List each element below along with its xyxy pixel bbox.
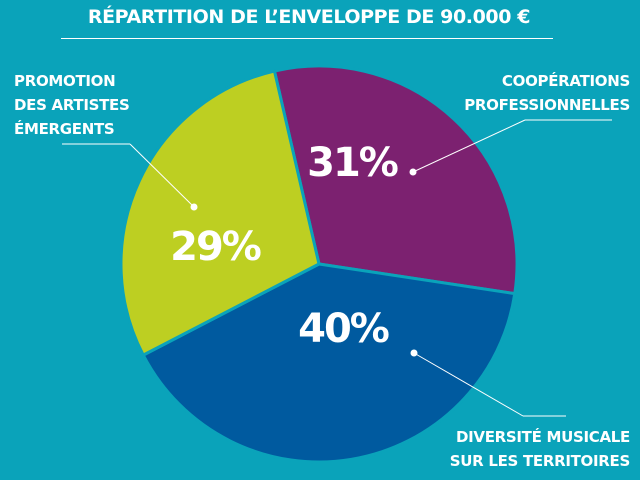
- leader-line-diversite: [413, 352, 524, 417]
- slice-label-line: ÉMERGENTS: [14, 119, 114, 138]
- slice-label-line: SUR LES TERRITOIRES: [450, 452, 630, 470]
- callout-cooperations: COOPÉRATIONS PROFESSIONNELLES 31%: [307, 71, 630, 186]
- slice-label-line: PROMOTION: [14, 72, 115, 90]
- anchor-dot-cooperations: [409, 168, 417, 176]
- pie-slice-2: [119, 69, 321, 357]
- pie-slice-0: [272, 64, 519, 296]
- callout-promotion: PROMOTION DES ARTISTES ÉMERGENTS 29%: [14, 72, 263, 270]
- leader-line-promotion: [129, 143, 195, 208]
- slice-label-line: COOPÉRATIONS: [502, 71, 630, 90]
- value-label-promotion: 29%: [170, 224, 261, 270]
- slice-label-line: DES ARTISTES: [14, 96, 130, 114]
- anchor-dot-diversite: [410, 349, 418, 357]
- anchor-dot-promotion: [190, 203, 198, 211]
- slice-label-line: DIVERSITÉ MUSICALE: [456, 427, 630, 446]
- slice-label-line: PROFESSIONNELLES: [464, 96, 630, 114]
- pie-slices: [119, 64, 519, 464]
- leader-line-cooperations: [412, 119, 526, 173]
- value-label-diversite: 40%: [298, 306, 389, 352]
- callout-diversite: DIVERSITÉ MUSICALE SUR LES TERRITOIRES 4…: [298, 306, 630, 470]
- pie-slice-1: [141, 262, 517, 464]
- value-label-cooperations: 31%: [307, 140, 398, 186]
- title-underline: [61, 38, 553, 39]
- chart-title: RÉPARTITION DE L’ENVELOPPE DE 90.000 €: [87, 6, 531, 28]
